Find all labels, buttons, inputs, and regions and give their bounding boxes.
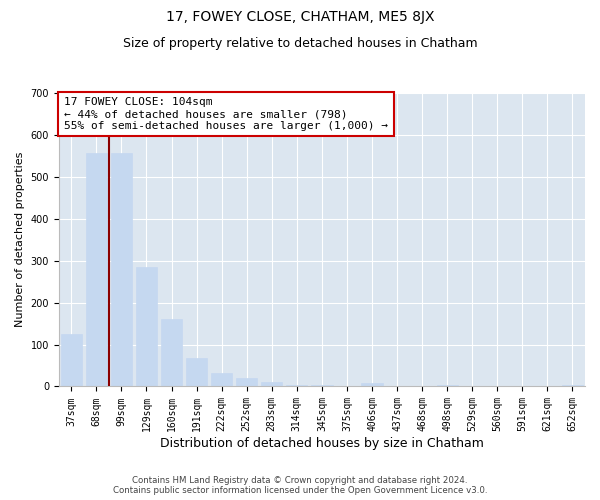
- Bar: [361, 383, 383, 386]
- Bar: [311, 385, 332, 386]
- Text: 17, FOWEY CLOSE, CHATHAM, ME5 8JX: 17, FOWEY CLOSE, CHATHAM, ME5 8JX: [166, 10, 434, 24]
- Bar: [286, 385, 307, 386]
- Bar: [136, 267, 157, 386]
- Bar: [236, 378, 257, 386]
- Bar: [437, 385, 458, 386]
- Bar: [261, 382, 283, 386]
- Bar: [562, 385, 583, 386]
- Bar: [211, 372, 232, 386]
- Text: Size of property relative to detached houses in Chatham: Size of property relative to detached ho…: [122, 38, 478, 51]
- Bar: [61, 334, 82, 386]
- X-axis label: Distribution of detached houses by size in Chatham: Distribution of detached houses by size …: [160, 437, 484, 450]
- Bar: [86, 152, 107, 386]
- Text: 17 FOWEY CLOSE: 104sqm
← 44% of detached houses are smaller (798)
55% of semi-de: 17 FOWEY CLOSE: 104sqm ← 44% of detached…: [64, 98, 388, 130]
- Text: Contains HM Land Registry data © Crown copyright and database right 2024.
Contai: Contains HM Land Registry data © Crown c…: [113, 476, 487, 495]
- Y-axis label: Number of detached properties: Number of detached properties: [15, 152, 25, 328]
- Bar: [161, 320, 182, 386]
- Bar: [111, 152, 132, 386]
- Bar: [186, 358, 207, 386]
